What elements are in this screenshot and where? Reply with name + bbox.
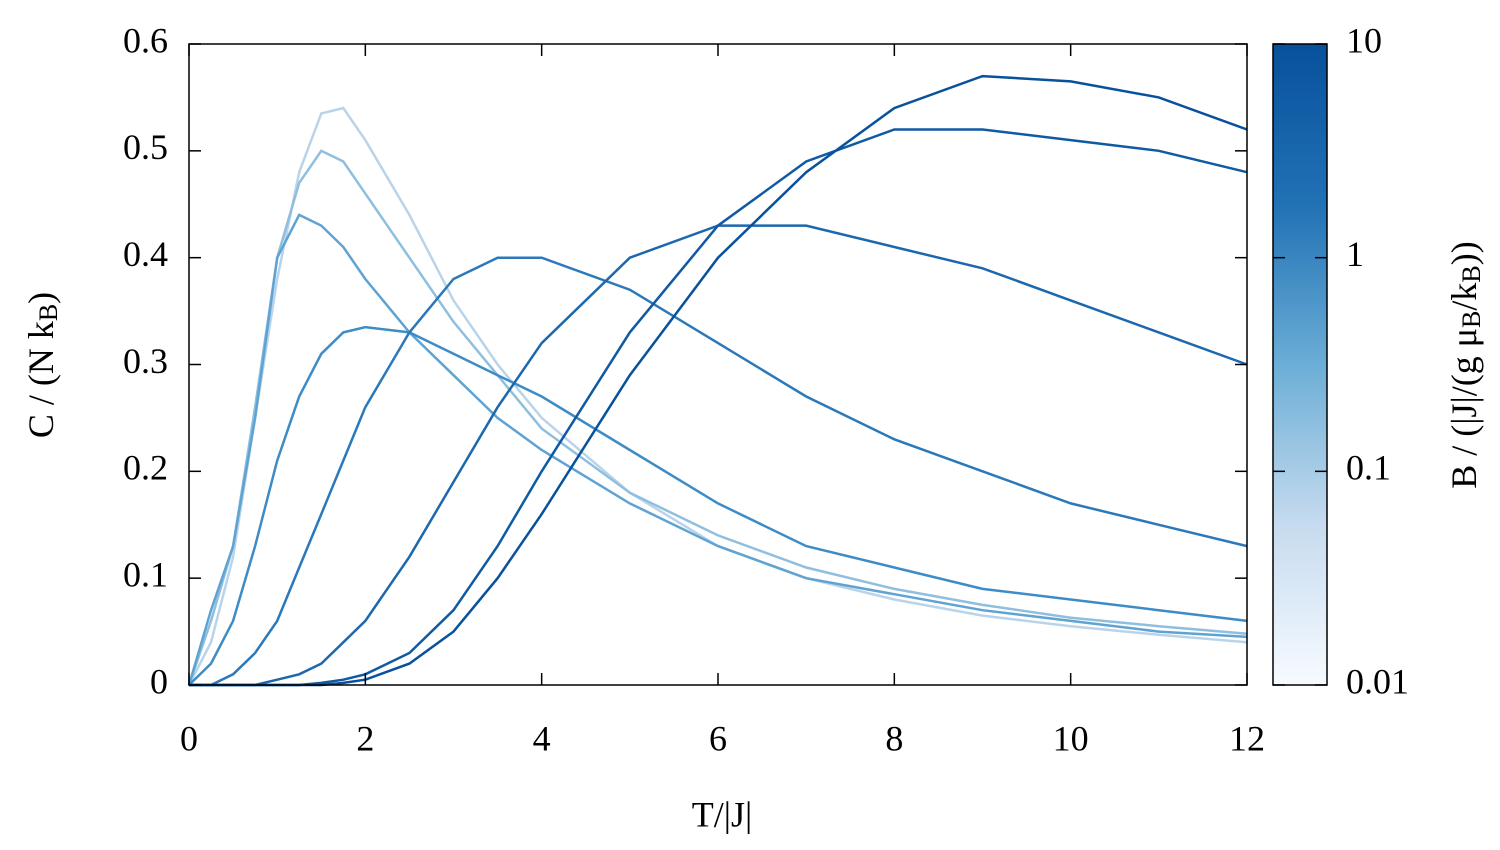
y-tick-label: 0.4 <box>123 234 168 274</box>
cb-label-sub: B <box>1457 265 1486 282</box>
colorbar-label: B / (|J|/(g μB/kB)) <box>1444 241 1486 488</box>
x-axis-label: T/|J| <box>692 794 752 834</box>
colorbar <box>1273 44 1327 685</box>
cb-label-part: )) <box>1444 241 1484 265</box>
series-line <box>189 258 1247 685</box>
plot-lines <box>189 76 1247 685</box>
colorbar-tick-label: 1 <box>1346 234 1364 274</box>
x-tick-label: 4 <box>533 718 551 758</box>
y-tick-label: 0 <box>150 661 168 701</box>
y-tick-label: 0.2 <box>123 448 168 488</box>
series-line <box>189 151 1247 685</box>
y-label-sub: B <box>34 304 63 321</box>
x-tick-label: 6 <box>709 718 727 758</box>
colorbar-tick-label: 0.01 <box>1346 661 1409 701</box>
y-axis-label: C / (N kB) <box>21 292 63 438</box>
plot-frame <box>189 44 1247 685</box>
cb-label-part: /k <box>1444 283 1484 311</box>
y-tick-label: 0.3 <box>123 341 168 381</box>
y-tick-label: 0.6 <box>123 20 168 60</box>
y-label-part: C / (N k <box>21 321 61 438</box>
x-tick-label: 10 <box>1053 718 1089 758</box>
cb-label-part: B / (|J|/(g μ <box>1444 328 1484 489</box>
series-line <box>189 226 1247 685</box>
series-line <box>189 108 1247 685</box>
x-tick-label: 0 <box>180 718 198 758</box>
series-line <box>189 327 1247 685</box>
x-tick-label: 12 <box>1229 718 1265 758</box>
y-tick-label: 0.1 <box>123 554 168 594</box>
colorbar-tick-label: 0.1 <box>1346 448 1391 488</box>
y-tick-label: 0.5 <box>123 127 168 167</box>
cb-label-sub: B <box>1457 311 1486 328</box>
colorbar-tick-label: 10 <box>1346 20 1382 60</box>
x-tick-label: 8 <box>885 718 903 758</box>
y-label-part: ) <box>21 292 61 304</box>
x-tick-label: 2 <box>356 718 374 758</box>
